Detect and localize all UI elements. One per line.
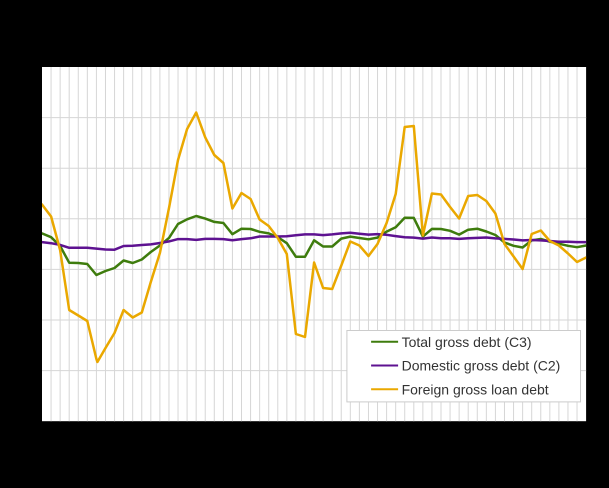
- svg-text:Domestic gross debt (C2): Domestic gross debt (C2): [402, 358, 561, 374]
- svg-text:Total gross debt (C3): Total gross debt (C3): [402, 334, 532, 350]
- svg-text:Foreign gross loan debt: Foreign gross loan debt: [402, 381, 549, 397]
